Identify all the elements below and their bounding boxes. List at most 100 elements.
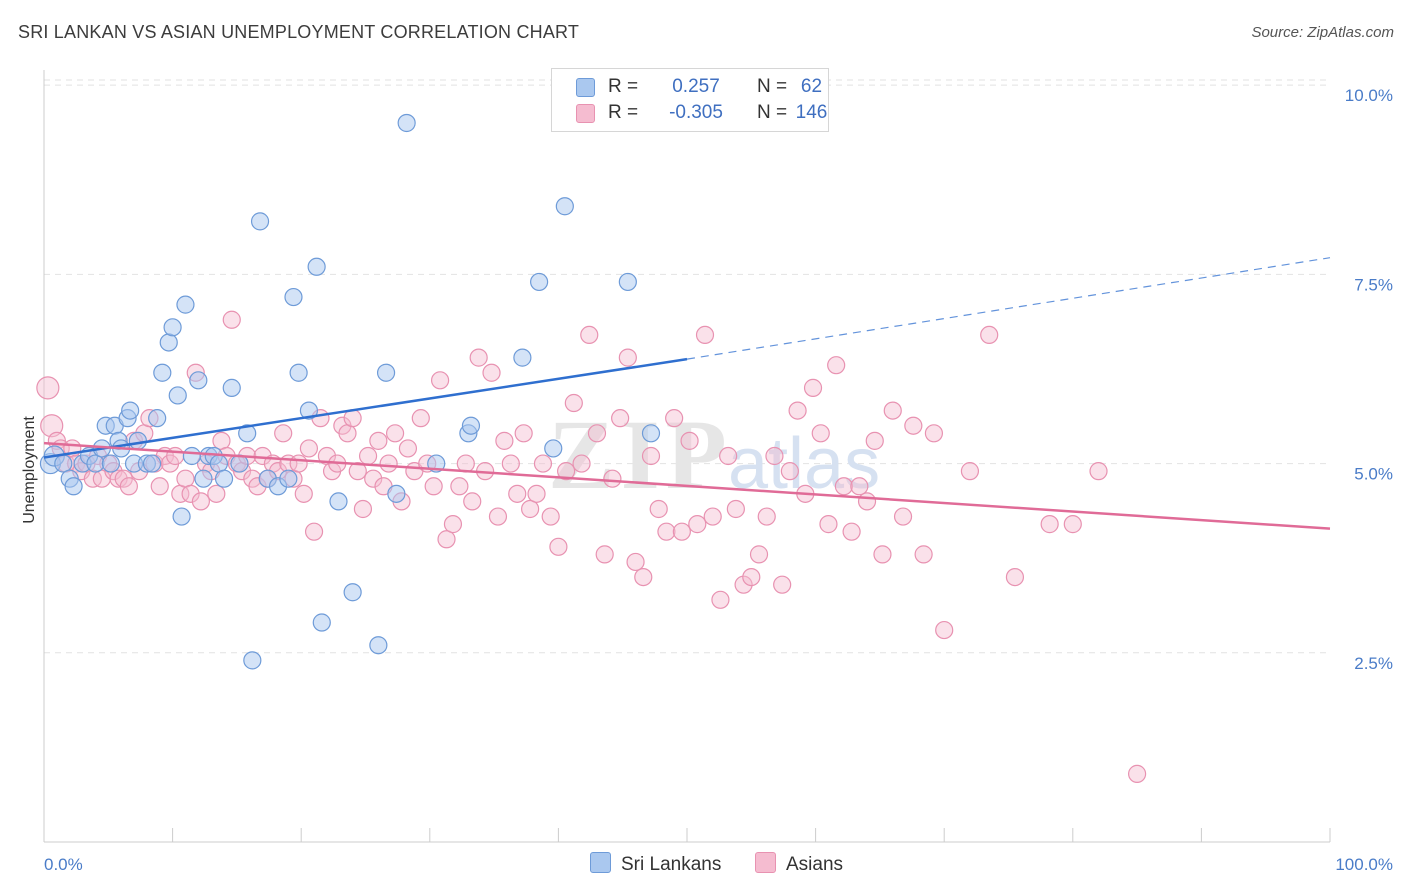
legend-r-label: R = xyxy=(608,76,639,97)
sri-lankans-point xyxy=(307,257,326,276)
y-axis-label: Unemployment xyxy=(21,416,38,524)
sri-lankans-point xyxy=(163,318,182,337)
asians-point xyxy=(1089,462,1108,481)
asians-point xyxy=(788,401,807,420)
sri-lankans-point xyxy=(243,651,262,670)
asians-point xyxy=(541,507,560,526)
asians-point xyxy=(572,454,591,473)
asians-point xyxy=(557,462,576,481)
legend-item-sri-lankans[interactable]: Sri Lankans xyxy=(590,852,721,876)
asians-point xyxy=(657,522,676,541)
asians-point xyxy=(665,409,684,428)
asians-point xyxy=(353,499,373,519)
legend-label-sri-lankans: Sri Lankans xyxy=(621,854,722,875)
sri-lankans-point xyxy=(142,454,162,473)
sri-lankans-point xyxy=(555,197,574,216)
sri-lankans-point xyxy=(168,386,187,405)
sri-lankans-point xyxy=(641,424,661,443)
asians-point xyxy=(430,371,450,390)
y-tick-label: 10.0% xyxy=(1345,86,1393,105)
asians-point xyxy=(734,575,753,594)
asians-point xyxy=(742,567,761,587)
asians-point xyxy=(358,446,378,466)
asians-point xyxy=(842,522,861,541)
sri-lankans-point xyxy=(153,363,172,382)
asians-point xyxy=(711,590,730,609)
asians-point xyxy=(294,484,313,503)
asians-point xyxy=(765,446,784,466)
asians-trendline xyxy=(43,441,1331,530)
asians-point xyxy=(527,484,546,503)
legend-n-value: 62 xyxy=(800,76,823,97)
asians-point xyxy=(749,545,769,564)
asians-point xyxy=(626,552,645,572)
sri-lankans-trendline xyxy=(43,357,688,459)
sri-lankans-point xyxy=(86,454,105,473)
sri-lankans-point xyxy=(250,212,270,231)
asians-point xyxy=(501,454,520,473)
asians-point xyxy=(119,477,138,496)
asians-point xyxy=(150,477,169,496)
asians-point xyxy=(850,477,869,496)
asians-point xyxy=(564,393,583,413)
legend-item-asians[interactable]: Asians xyxy=(755,852,843,876)
watermark: ZIP atlas xyxy=(548,399,880,510)
sri-lankans-point xyxy=(312,613,331,632)
sri-lankans-point xyxy=(329,492,348,511)
asians-point xyxy=(166,446,185,466)
sri-lankans-point xyxy=(376,363,396,382)
sri-lankans-point xyxy=(209,454,228,473)
sri-lankans-point xyxy=(214,469,234,488)
gridlines xyxy=(44,79,1330,654)
y-tick-label: 5.0% xyxy=(1354,465,1393,484)
asians-point xyxy=(865,431,884,450)
asians-point xyxy=(191,492,210,511)
asians-point xyxy=(463,492,482,511)
asians-point xyxy=(595,545,614,564)
asians-point xyxy=(603,469,622,488)
asians-point xyxy=(176,469,195,488)
legend-r-value: -0.305 xyxy=(669,102,723,123)
asians-point xyxy=(348,462,367,481)
watermark-zip: ZIP xyxy=(548,399,733,510)
asians-point xyxy=(450,477,469,496)
sri-lankans-point xyxy=(369,636,388,655)
asians-point xyxy=(364,469,383,488)
asians-point xyxy=(857,492,877,511)
asians-point xyxy=(299,439,319,458)
asians-point xyxy=(495,431,514,450)
sri-lankans-point xyxy=(222,378,241,397)
sri-lankans-point xyxy=(172,507,191,526)
sri-lankans-point xyxy=(189,371,208,390)
sri-lankans-trendline-extension xyxy=(686,257,1331,360)
stats-legend: R = 0.257 N = 62 R = -0.305 N = 146 xyxy=(551,68,829,132)
sri-lankans-point xyxy=(289,363,308,382)
sri-lankans-points xyxy=(39,113,661,670)
legend-r-value: 0.257 xyxy=(672,76,720,97)
asians-point xyxy=(672,522,691,541)
asians-point xyxy=(827,356,846,375)
asians-point xyxy=(274,424,293,443)
legend-n-value: 146 xyxy=(795,102,828,123)
asians-point xyxy=(819,515,838,534)
legend-n-label: N = xyxy=(757,102,788,123)
asians-point xyxy=(1040,515,1059,534)
asians-point xyxy=(960,462,980,481)
asians-point xyxy=(488,507,508,526)
asians-point xyxy=(611,409,630,428)
asians-point xyxy=(443,515,463,534)
asians-point xyxy=(680,431,699,450)
asians-point xyxy=(398,439,418,458)
asians-point xyxy=(834,477,853,496)
sri-lankans-point xyxy=(121,401,140,420)
asians-point xyxy=(338,424,357,443)
legend-n-label: N = xyxy=(757,76,788,97)
legend-swatch-asians xyxy=(576,104,595,123)
sri-lankans-point xyxy=(397,113,416,133)
legend-swatch-sri-lankans xyxy=(576,78,595,97)
asians-point xyxy=(1127,764,1147,783)
asians-point xyxy=(780,462,799,481)
sri-lankans-point xyxy=(64,477,83,496)
sri-lankans-point xyxy=(238,424,257,443)
